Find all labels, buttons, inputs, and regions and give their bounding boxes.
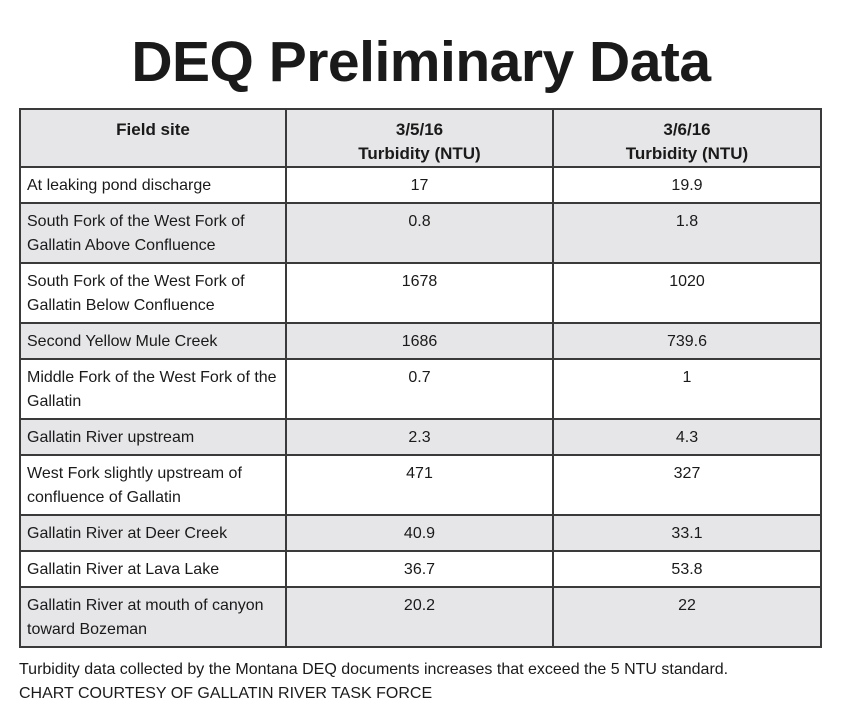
column-header-unit: Turbidity (NTU) (358, 144, 481, 163)
table-body: At leaking pond discharge 17 19.9 South For… (19, 166, 822, 648)
table-row: Second Yellow Mule Creek 1686 739.6 (19, 322, 822, 360)
cell-field-site: Second Yellow Mule Creek (19, 322, 287, 360)
cell-turbidity-3-6-16: 1 (552, 358, 822, 420)
cell-field-site: At leaking pond discharge (19, 166, 287, 204)
turbidity-table: Field site 3/5/16 Turbidity (NTU) 3/6/16… (19, 108, 822, 648)
table-row: South Fork of the West Fork of Gallatin … (19, 202, 822, 264)
cell-turbidity-3-5-16: 17 (285, 166, 554, 204)
cell-turbidity-3-6-16: 739.6 (552, 322, 822, 360)
cell-turbidity-3-5-16: 20.2 (285, 586, 554, 648)
column-header-3-6-16: 3/6/16 Turbidity (NTU) (552, 108, 822, 168)
caption-note: Turbidity data collected by the Montana … (19, 661, 729, 678)
cell-turbidity-3-5-16: 1678 (285, 262, 554, 324)
cell-field-site: Middle Fork of the West Fork of the Gall… (19, 358, 287, 420)
cell-turbidity-3-5-16: 0.7 (285, 358, 554, 420)
table-row: Gallatin River at Lava Lake 36.7 53.8 (19, 550, 822, 588)
column-header-line: Field site (116, 120, 190, 139)
cell-turbidity-3-5-16: 1686 (285, 322, 554, 360)
column-header-3-5-16: 3/5/16 Turbidity (NTU) (285, 108, 554, 168)
cell-turbidity-3-6-16: 4.3 (552, 418, 822, 456)
column-header-date: 3/6/16 (663, 120, 711, 139)
table-row: Gallatin River at Deer Creek 40.9 33.1 (19, 514, 822, 552)
table-row: Gallatin River upstream 2.3 4.3 (19, 418, 822, 456)
column-header-field-site: Field site (19, 108, 287, 168)
caption-credit: CHART COURTESY OF GALLATIN RIVER TASK FO… (19, 685, 433, 702)
cell-turbidity-3-6-16: 53.8 (552, 550, 822, 588)
cell-field-site: Gallatin River upstream (19, 418, 287, 456)
cell-turbidity-3-6-16: 1.8 (552, 202, 822, 264)
cell-turbidity-3-6-16: 19.9 (552, 166, 822, 204)
cell-turbidity-3-5-16: 36.7 (285, 550, 554, 588)
table-row: West Fork slightly upstream of confluenc… (19, 454, 822, 516)
cell-turbidity-3-5-16: 2.3 (285, 418, 554, 456)
cell-field-site: South Fork of the West Fork of Gallatin … (19, 262, 287, 324)
chart-caption: Turbidity data collected by the Montana … (19, 658, 829, 706)
column-header-date: 3/5/16 (395, 120, 444, 139)
cell-turbidity-3-6-16: 22 (552, 586, 822, 648)
cell-turbidity-3-5-16: 0.8 (285, 202, 554, 264)
table-row: Middle Fork of the West Fork of the Gall… (19, 358, 822, 420)
cell-turbidity-3-6-16: 327 (552, 454, 822, 516)
chart-title: DEQ Preliminary Data (131, 30, 711, 94)
table-row: South Fork of the West Fork of Gallatin … (19, 262, 822, 324)
cell-field-site: West Fork slightly upstream of confluenc… (19, 454, 287, 516)
table-row: Gallatin River at mouth of canyon toward… (19, 586, 822, 648)
cell-field-site: Gallatin River at Lava Lake (19, 550, 287, 588)
cell-turbidity-3-5-16: 40.9 (285, 514, 554, 552)
cell-turbidity-3-6-16: 33.1 (552, 514, 822, 552)
cell-field-site: Gallatin River at mouth of canyon toward… (19, 586, 287, 648)
table-row: At leaking pond discharge 17 19.9 (19, 166, 822, 204)
table-header-row: Field site 3/5/16 Turbidity (NTU) 3/6/16… (19, 108, 822, 168)
cell-field-site: Gallatin River at Deer Creek (19, 514, 287, 552)
cell-turbidity-3-5-16: 471 (285, 454, 554, 516)
cell-turbidity-3-6-16: 1020 (552, 262, 822, 324)
column-header-unit: Turbidity (NTU) (625, 144, 749, 163)
cell-field-site: South Fork of the West Fork of Gallatin … (19, 202, 287, 264)
